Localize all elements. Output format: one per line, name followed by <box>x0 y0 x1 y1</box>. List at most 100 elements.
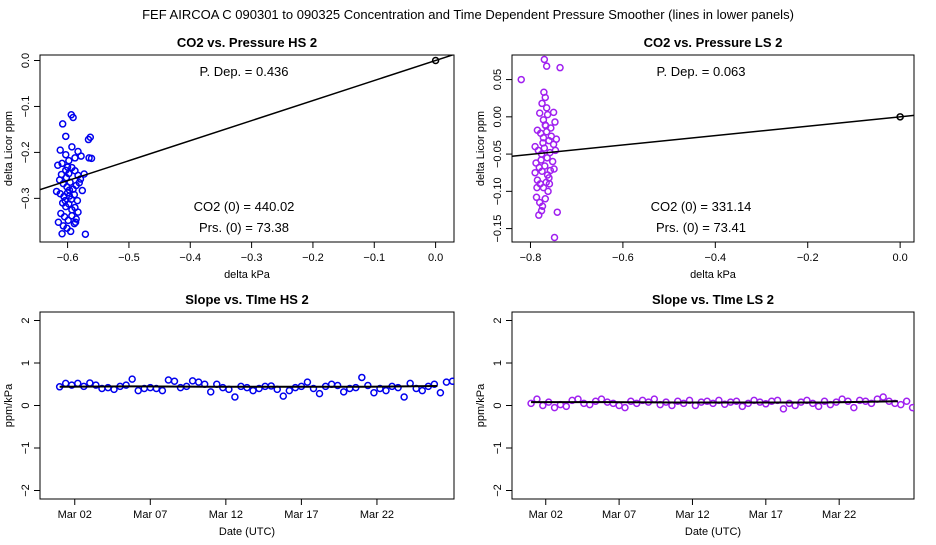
y-tick-label: −0.10 <box>492 177 504 205</box>
data-point <box>902 397 911 405</box>
x-tick-label: Mar 12 <box>209 509 243 521</box>
panel-title: CO2 vs. Pressure LS 2 <box>644 35 783 50</box>
data-point <box>537 156 545 164</box>
smoother-line <box>59 384 438 388</box>
data-point <box>551 146 560 155</box>
x-tick-label: −0.4 <box>704 252 726 264</box>
co2-intercept-label: CO2 (0) = 331.14 <box>651 199 752 214</box>
data-point <box>538 202 547 210</box>
data-point <box>921 397 927 403</box>
data-point <box>74 379 82 388</box>
data-point <box>69 113 77 122</box>
y-tick-label: −2 <box>492 484 504 497</box>
data-point <box>820 397 829 405</box>
data-point <box>550 233 559 242</box>
data-point <box>77 152 85 160</box>
data-point <box>74 208 82 216</box>
data-point <box>78 186 87 195</box>
data-point <box>92 381 100 389</box>
data-point <box>541 195 550 203</box>
y-tick-label: −0.15 <box>492 215 504 243</box>
data-point <box>548 157 557 166</box>
x-tick-label: −0.2 <box>302 252 324 264</box>
data-point <box>540 55 549 64</box>
data-point <box>65 192 74 200</box>
y-tick-label: 1 <box>492 360 504 366</box>
plot-frame <box>39 54 455 243</box>
co2-intercept-label: CO2 (0) = 440.02 <box>194 199 295 214</box>
data-point <box>72 215 80 223</box>
data-point <box>400 393 408 401</box>
data-point <box>364 381 372 390</box>
data-point <box>539 133 548 142</box>
x-axis-label: delta kPa <box>224 269 271 281</box>
data-point <box>63 163 72 171</box>
data-point <box>517 75 525 84</box>
data-point <box>927 403 933 409</box>
y-axis-label: delta Licor ppm <box>475 111 487 186</box>
data-point <box>879 393 887 401</box>
data-point <box>533 183 541 192</box>
data-point <box>539 139 547 147</box>
plot-frame <box>39 311 455 500</box>
data-point <box>158 386 167 395</box>
data-point <box>436 389 445 397</box>
y-tick-label: 2 <box>20 317 32 323</box>
data-point <box>315 389 324 398</box>
y-tick-label: 0 <box>492 402 504 408</box>
x-tick-label: −0.5 <box>118 252 140 264</box>
data-point <box>779 405 788 413</box>
data-point <box>650 395 659 403</box>
x-tick-label: −0.6 <box>612 252 634 264</box>
y-tick-label: −2 <box>20 484 32 497</box>
data-point <box>549 108 558 117</box>
data-point <box>541 162 549 170</box>
data-point <box>456 381 462 387</box>
panel-slope-time-hs: Slope vs. TIme HS 2 Mar 02 Mar 07 Mar 12 Mar… <box>3 292 474 538</box>
data-point <box>539 401 547 410</box>
y-axis-label: delta Licor ppm <box>3 111 15 186</box>
y-tick-label: 0 <box>20 402 32 408</box>
data-point <box>541 93 550 102</box>
reference-point <box>896 113 904 121</box>
data-point <box>550 403 559 412</box>
data-point <box>615 401 623 410</box>
data-point <box>418 386 427 395</box>
data-point <box>915 399 921 405</box>
data-point <box>546 166 555 175</box>
data-point <box>75 178 84 187</box>
data-point <box>61 379 70 388</box>
x-tick-label: −0.8 <box>520 252 542 264</box>
x-tick-label: −0.2 <box>797 252 819 264</box>
y-tick-label: −0.1 <box>20 96 32 118</box>
data-point <box>532 193 541 202</box>
y-tick-label: −1 <box>20 442 32 455</box>
x-tick-label: Mar 17 <box>749 509 783 521</box>
data-point <box>468 380 474 386</box>
plot-area <box>527 393 933 413</box>
y-tick-label: −0.2 <box>20 142 32 164</box>
data-point <box>57 170 66 179</box>
data-point <box>538 99 546 108</box>
data-point <box>134 386 142 395</box>
data-point <box>527 399 535 408</box>
data-point <box>58 229 66 238</box>
data-point <box>58 120 67 128</box>
data-point <box>537 206 546 215</box>
data-point <box>66 227 75 236</box>
data-point <box>188 377 197 385</box>
x-tick-label: Mar 02 <box>529 509 563 521</box>
data-point <box>122 381 130 389</box>
panel-co2-pressure-hs: CO2 vs. Pressure HS 2 −0.6 −0.5 −0.4 −0.3 −0.… <box>3 35 455 281</box>
plot-area <box>55 373 474 401</box>
data-point <box>358 373 366 382</box>
data-point <box>65 156 73 165</box>
y-tick-label: −0.05 <box>492 140 504 168</box>
data-point <box>547 124 555 132</box>
data-point <box>531 168 539 177</box>
pressure-intercept-label: Prs. (0) = 73.41 <box>656 220 746 235</box>
x-tick-label: Mar 07 <box>602 509 636 521</box>
y-tick-label: 0.00 <box>492 106 504 127</box>
data-point <box>87 154 96 163</box>
